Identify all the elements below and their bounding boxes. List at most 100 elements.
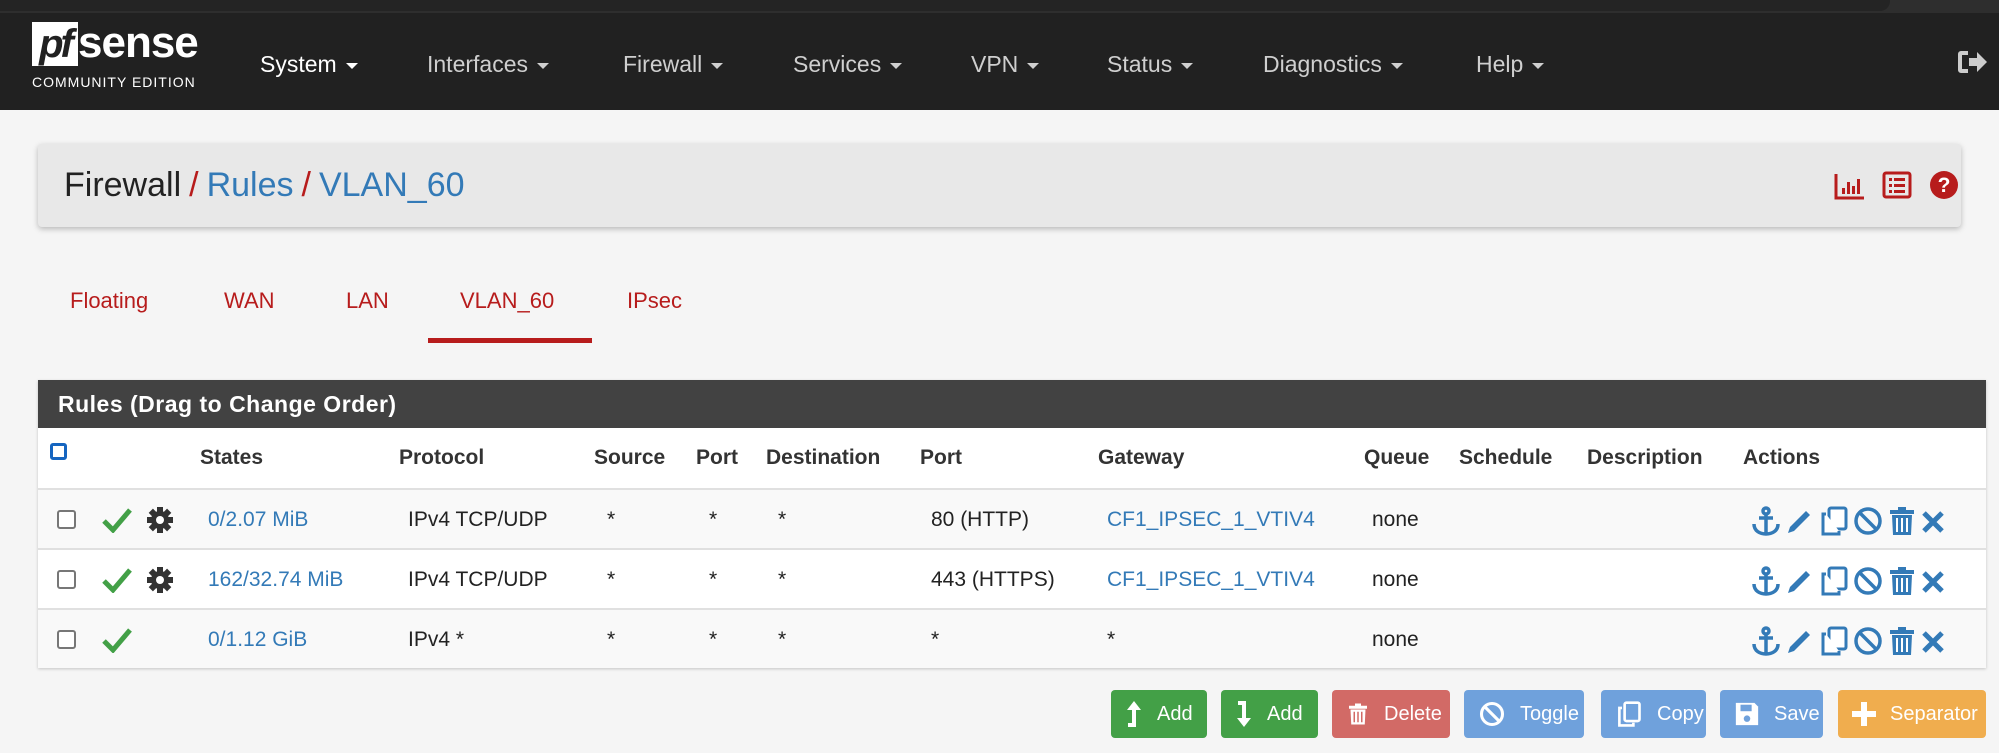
source-port: *: [709, 508, 718, 531]
nav-diagnostics[interactable]: Diagnostics: [1263, 13, 1403, 110]
list-icon[interactable]: [1882, 170, 1912, 200]
trash-icon[interactable]: [1886, 625, 1918, 657]
trash-icon[interactable]: [1886, 565, 1918, 597]
copy-icon[interactable]: [1818, 565, 1850, 597]
navbar: [0, 13, 1999, 110]
nav-services[interactable]: Services: [793, 13, 903, 110]
add-bottom-button[interactable]: Add: [1221, 690, 1318, 738]
col-source: Source: [594, 446, 666, 469]
caret-down-icon: [345, 62, 358, 69]
caret-down-icon: [711, 62, 724, 69]
protocol: IPv4 TCP/UDP: [408, 568, 548, 591]
col-protocol: Protocol: [399, 446, 485, 469]
row-checkbox[interactable]: [57, 570, 76, 589]
logo-sense: sense: [78, 18, 199, 67]
check-icon[interactable]: [102, 507, 132, 533]
breadcrumb: Firewall / Rules / VLAN_60: [64, 166, 465, 204]
browser-top-bar: [0, 0, 1999, 13]
ban-icon: [1479, 701, 1505, 727]
svg-text:?: ?: [1938, 174, 1951, 197]
save-icon: [1735, 702, 1759, 726]
row-checkbox[interactable]: [57, 630, 76, 649]
trash-icon[interactable]: [1886, 505, 1918, 537]
rules-panel: Rules (Drag to Change Order) States Prot…: [38, 380, 1986, 668]
gateway: *: [1107, 628, 1116, 651]
tab-floating[interactable]: Floating: [70, 288, 149, 313]
nav-help[interactable]: Help: [1476, 13, 1545, 110]
add-top-button[interactable]: Add: [1111, 690, 1207, 738]
save-button[interactable]: Save: [1720, 690, 1823, 738]
anchor-icon[interactable]: [1750, 565, 1782, 597]
check-icon[interactable]: [102, 567, 132, 593]
pencil-icon[interactable]: [1784, 625, 1816, 657]
copy-button[interactable]: Copy: [1601, 690, 1706, 738]
pencil-icon[interactable]: [1784, 565, 1816, 597]
plus-icon: [1852, 702, 1876, 726]
table-row[interactable]: 0/2.07 MiB IPv4 TCP/UDP * * * 80 (HTTP) …: [38, 488, 1986, 548]
row-checkbox[interactable]: [57, 510, 76, 529]
nav-interfaces[interactable]: Interfaces: [427, 13, 549, 110]
pfsense-logo[interactable]: pf sense COMMUNITY EDITION: [32, 18, 212, 92]
breadcrumb-panel: Firewall / Rules / VLAN_60 ?: [38, 144, 1961, 227]
caret-down-icon: [1027, 62, 1040, 69]
col-source-port: Port: [696, 446, 738, 469]
check-icon[interactable]: [102, 627, 132, 653]
gear-icon: [147, 567, 173, 593]
col-schedule: Schedule: [1459, 446, 1553, 469]
add-separator-button[interactable]: Separator: [1838, 690, 1986, 738]
breadcrumb-firewall: Firewall: [64, 166, 182, 204]
copy-icon[interactable]: [1818, 625, 1850, 657]
gear-icon: [147, 507, 173, 533]
copy-icon: [1618, 701, 1641, 727]
toggle-button[interactable]: Toggle: [1464, 690, 1584, 738]
nav-system[interactable]: System: [260, 13, 358, 110]
states-link[interactable]: 162/32.74 MiB: [208, 568, 344, 591]
nav-vpn[interactable]: VPN: [971, 13, 1040, 110]
gateway: CF1_IPSEC_1_VTIV4: [1107, 508, 1315, 531]
active-tab-indicator: [428, 338, 592, 343]
source: *: [607, 508, 616, 531]
col-description: Description: [1587, 446, 1703, 469]
ban-icon[interactable]: [1852, 625, 1884, 657]
source: *: [607, 568, 616, 591]
protocol: IPv4 TCP/UDP: [408, 508, 548, 531]
tab-lan[interactable]: LAN: [346, 288, 389, 313]
arrow-up-icon: [1127, 701, 1141, 727]
pencil-icon[interactable]: [1784, 505, 1816, 537]
breadcrumb-vlan60[interactable]: VLAN_60: [318, 166, 465, 204]
row-actions: [1750, 565, 1946, 597]
ban-icon[interactable]: [1852, 565, 1884, 597]
states-link[interactable]: 0/2.07 MiB: [208, 508, 309, 531]
destination: *: [778, 628, 787, 651]
table-row[interactable]: 162/32.74 MiB IPv4 TCP/UDP * * * 443 (HT…: [38, 548, 1986, 608]
queue: none: [1372, 508, 1419, 531]
nav-firewall[interactable]: Firewall: [623, 13, 724, 110]
states-link[interactable]: 0/1.12 GiB: [208, 628, 308, 651]
times-icon[interactable]: [1920, 625, 1946, 657]
table-header: States Protocol Source Port Destination …: [38, 428, 1986, 488]
help-icon[interactable]: ?: [1929, 170, 1959, 200]
nav-status[interactable]: Status: [1107, 13, 1194, 110]
tab-wan[interactable]: WAN: [224, 288, 275, 313]
anchor-icon[interactable]: [1750, 625, 1782, 657]
select-all-checkbox[interactable]: [50, 443, 67, 460]
tab-ipsec[interactable]: IPsec: [627, 288, 683, 313]
logo-pf: pf: [32, 22, 78, 66]
breadcrumb-rules[interactable]: Rules: [206, 166, 294, 204]
table-row[interactable]: 0/1.12 GiB IPv4 * * * * * * none: [38, 608, 1986, 668]
ban-icon[interactable]: [1852, 505, 1884, 537]
delete-button[interactable]: Delete: [1332, 690, 1450, 738]
copy-icon[interactable]: [1818, 505, 1850, 537]
times-icon[interactable]: [1920, 505, 1946, 537]
dest-port: 443 (HTTPS): [931, 568, 1055, 591]
tab-vlan60[interactable]: VLAN_60: [460, 288, 555, 313]
anchor-icon[interactable]: [1750, 505, 1782, 537]
bar-chart-icon[interactable]: [1834, 170, 1864, 200]
col-gateway: Gateway: [1098, 446, 1185, 469]
sign-out-icon[interactable]: [1956, 48, 1988, 76]
arrow-down-icon: [1237, 701, 1251, 727]
queue: none: [1372, 628, 1419, 651]
times-icon[interactable]: [1920, 565, 1946, 597]
panel-title: Rules (Drag to Change Order): [38, 380, 1986, 428]
source-port: *: [709, 568, 718, 591]
